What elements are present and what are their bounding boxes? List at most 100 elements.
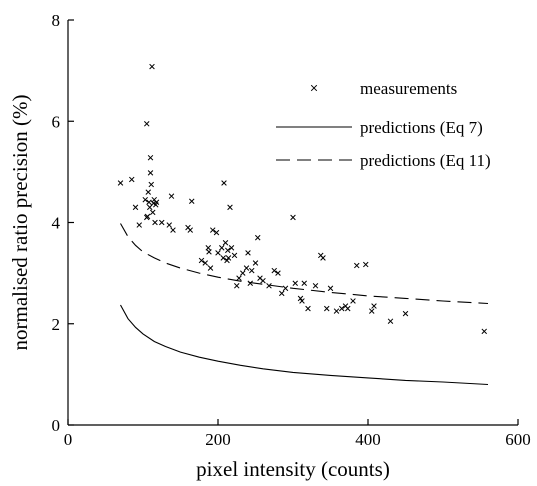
- measurement-point: [481, 328, 488, 335]
- measurement-point: [213, 229, 220, 236]
- measurement-point: [327, 285, 334, 292]
- measurement-point: [275, 270, 281, 276]
- legend-label: predictions (Eq 7): [360, 118, 483, 137]
- measurement-point: [278, 290, 285, 297]
- legend: measurements predictions (Eq 7) prediction…: [276, 79, 491, 170]
- measurement-point: [153, 199, 160, 206]
- measurement-point: [224, 247, 231, 254]
- measurement-point: [299, 298, 305, 304]
- x-tick-label: 0: [64, 430, 73, 449]
- measurement-point: [147, 154, 154, 161]
- measurement-point: [297, 295, 304, 302]
- series-layer: [117, 63, 489, 386]
- measurement-point: [205, 245, 212, 251]
- measurement-point: [266, 283, 272, 289]
- measurement-point: [247, 280, 254, 287]
- legend-item: predictions (Eq 11): [276, 151, 491, 170]
- x-axis-label: pixel intensity (counts): [196, 457, 390, 481]
- measurement-point: [128, 176, 135, 183]
- y-tick-label: 2: [52, 315, 61, 334]
- measurement-point: [168, 193, 175, 199]
- measurement-point: [224, 257, 230, 264]
- legend-marker: [310, 84, 318, 92]
- y-tick-label: 6: [52, 112, 61, 131]
- measurement-point: [149, 63, 155, 70]
- measurement-point: [132, 204, 139, 211]
- measurement-point: [152, 219, 158, 226]
- measurement-point: [207, 265, 214, 271]
- measurement-point: [236, 275, 242, 281]
- measurement-point: [227, 204, 233, 211]
- eq11-prediction-line: [120, 223, 489, 305]
- y-tick-label: 4: [52, 214, 61, 233]
- measurement-point: [143, 121, 150, 127]
- measurement-point: [305, 305, 311, 312]
- measurement-point: [320, 255, 326, 261]
- measurement-point: [228, 245, 235, 251]
- measurement-point: [282, 285, 289, 292]
- measurement-point: [292, 280, 299, 287]
- measurement-point: [225, 255, 232, 261]
- measurement-point: [239, 270, 246, 276]
- measurement-point: [271, 267, 278, 274]
- measurement-point: [149, 209, 156, 216]
- measurement-point: [148, 181, 155, 188]
- plot-area: 0 200 400 600 0 2 4 6 8: [52, 11, 531, 449]
- measurement-point: [338, 305, 345, 312]
- measurement-point: [142, 196, 149, 203]
- measurement-point: [158, 219, 165, 226]
- measurements-series: [117, 63, 488, 335]
- measurement-point: [243, 265, 250, 271]
- y-tick-label: 8: [52, 11, 61, 30]
- measurement-point: [170, 227, 176, 233]
- measurement-point: [206, 249, 212, 255]
- measurement-point: [117, 180, 124, 186]
- y-ticks: 0 2 4 6 8: [52, 11, 74, 435]
- measurement-point: [220, 255, 227, 261]
- x-ticks: 0 200 400 600: [64, 419, 531, 449]
- legend-item: predictions (Eq 7): [276, 118, 483, 137]
- measurement-point: [202, 260, 209, 266]
- measurement-point: [222, 239, 229, 246]
- y-axis-label: normalised ratio precision (%): [8, 94, 32, 350]
- measurement-point: [254, 234, 261, 241]
- measurement-point: [333, 308, 340, 314]
- measurement-point: [187, 227, 194, 233]
- x-tick-label: 200: [205, 430, 231, 449]
- measurement-point: [147, 170, 154, 176]
- x-tick-label: 400: [355, 430, 381, 449]
- x-tick-label: 600: [505, 430, 531, 449]
- measurement-point: [245, 250, 251, 256]
- measurement-point: [231, 252, 238, 259]
- y-tick-label: 0: [52, 416, 61, 435]
- measurement-point: [344, 305, 351, 312]
- measurement-point: [144, 213, 151, 220]
- measurement-point: [221, 180, 227, 186]
- measurement-point: [260, 277, 266, 284]
- measurement-point: [136, 222, 143, 228]
- measurement-point: [387, 318, 394, 324]
- measurement-point: [233, 283, 240, 289]
- measurement-point: [362, 261, 369, 268]
- measurement-point: [290, 214, 296, 221]
- measurement-point: [323, 305, 330, 312]
- measurement-point: [252, 260, 259, 266]
- legend-label: predictions (Eq 11): [360, 151, 491, 170]
- measurement-point: [350, 298, 356, 304]
- measurement-point: [209, 227, 216, 233]
- measurement-point: [215, 250, 221, 256]
- legend-item: measurements: [310, 79, 457, 98]
- measurement-point: [218, 245, 225, 251]
- measurement-point: [146, 199, 152, 206]
- measurement-point: [368, 308, 375, 314]
- measurement-point: [166, 222, 173, 228]
- measurement-point: [188, 198, 195, 204]
- eq7-prediction-line: [120, 304, 489, 386]
- measurement-point: [301, 280, 308, 287]
- measurement-point: [198, 257, 205, 264]
- measurement-point: [145, 189, 152, 195]
- measurement-point: [312, 283, 319, 289]
- measurement-point: [371, 303, 377, 309]
- measurement-point: [402, 310, 409, 317]
